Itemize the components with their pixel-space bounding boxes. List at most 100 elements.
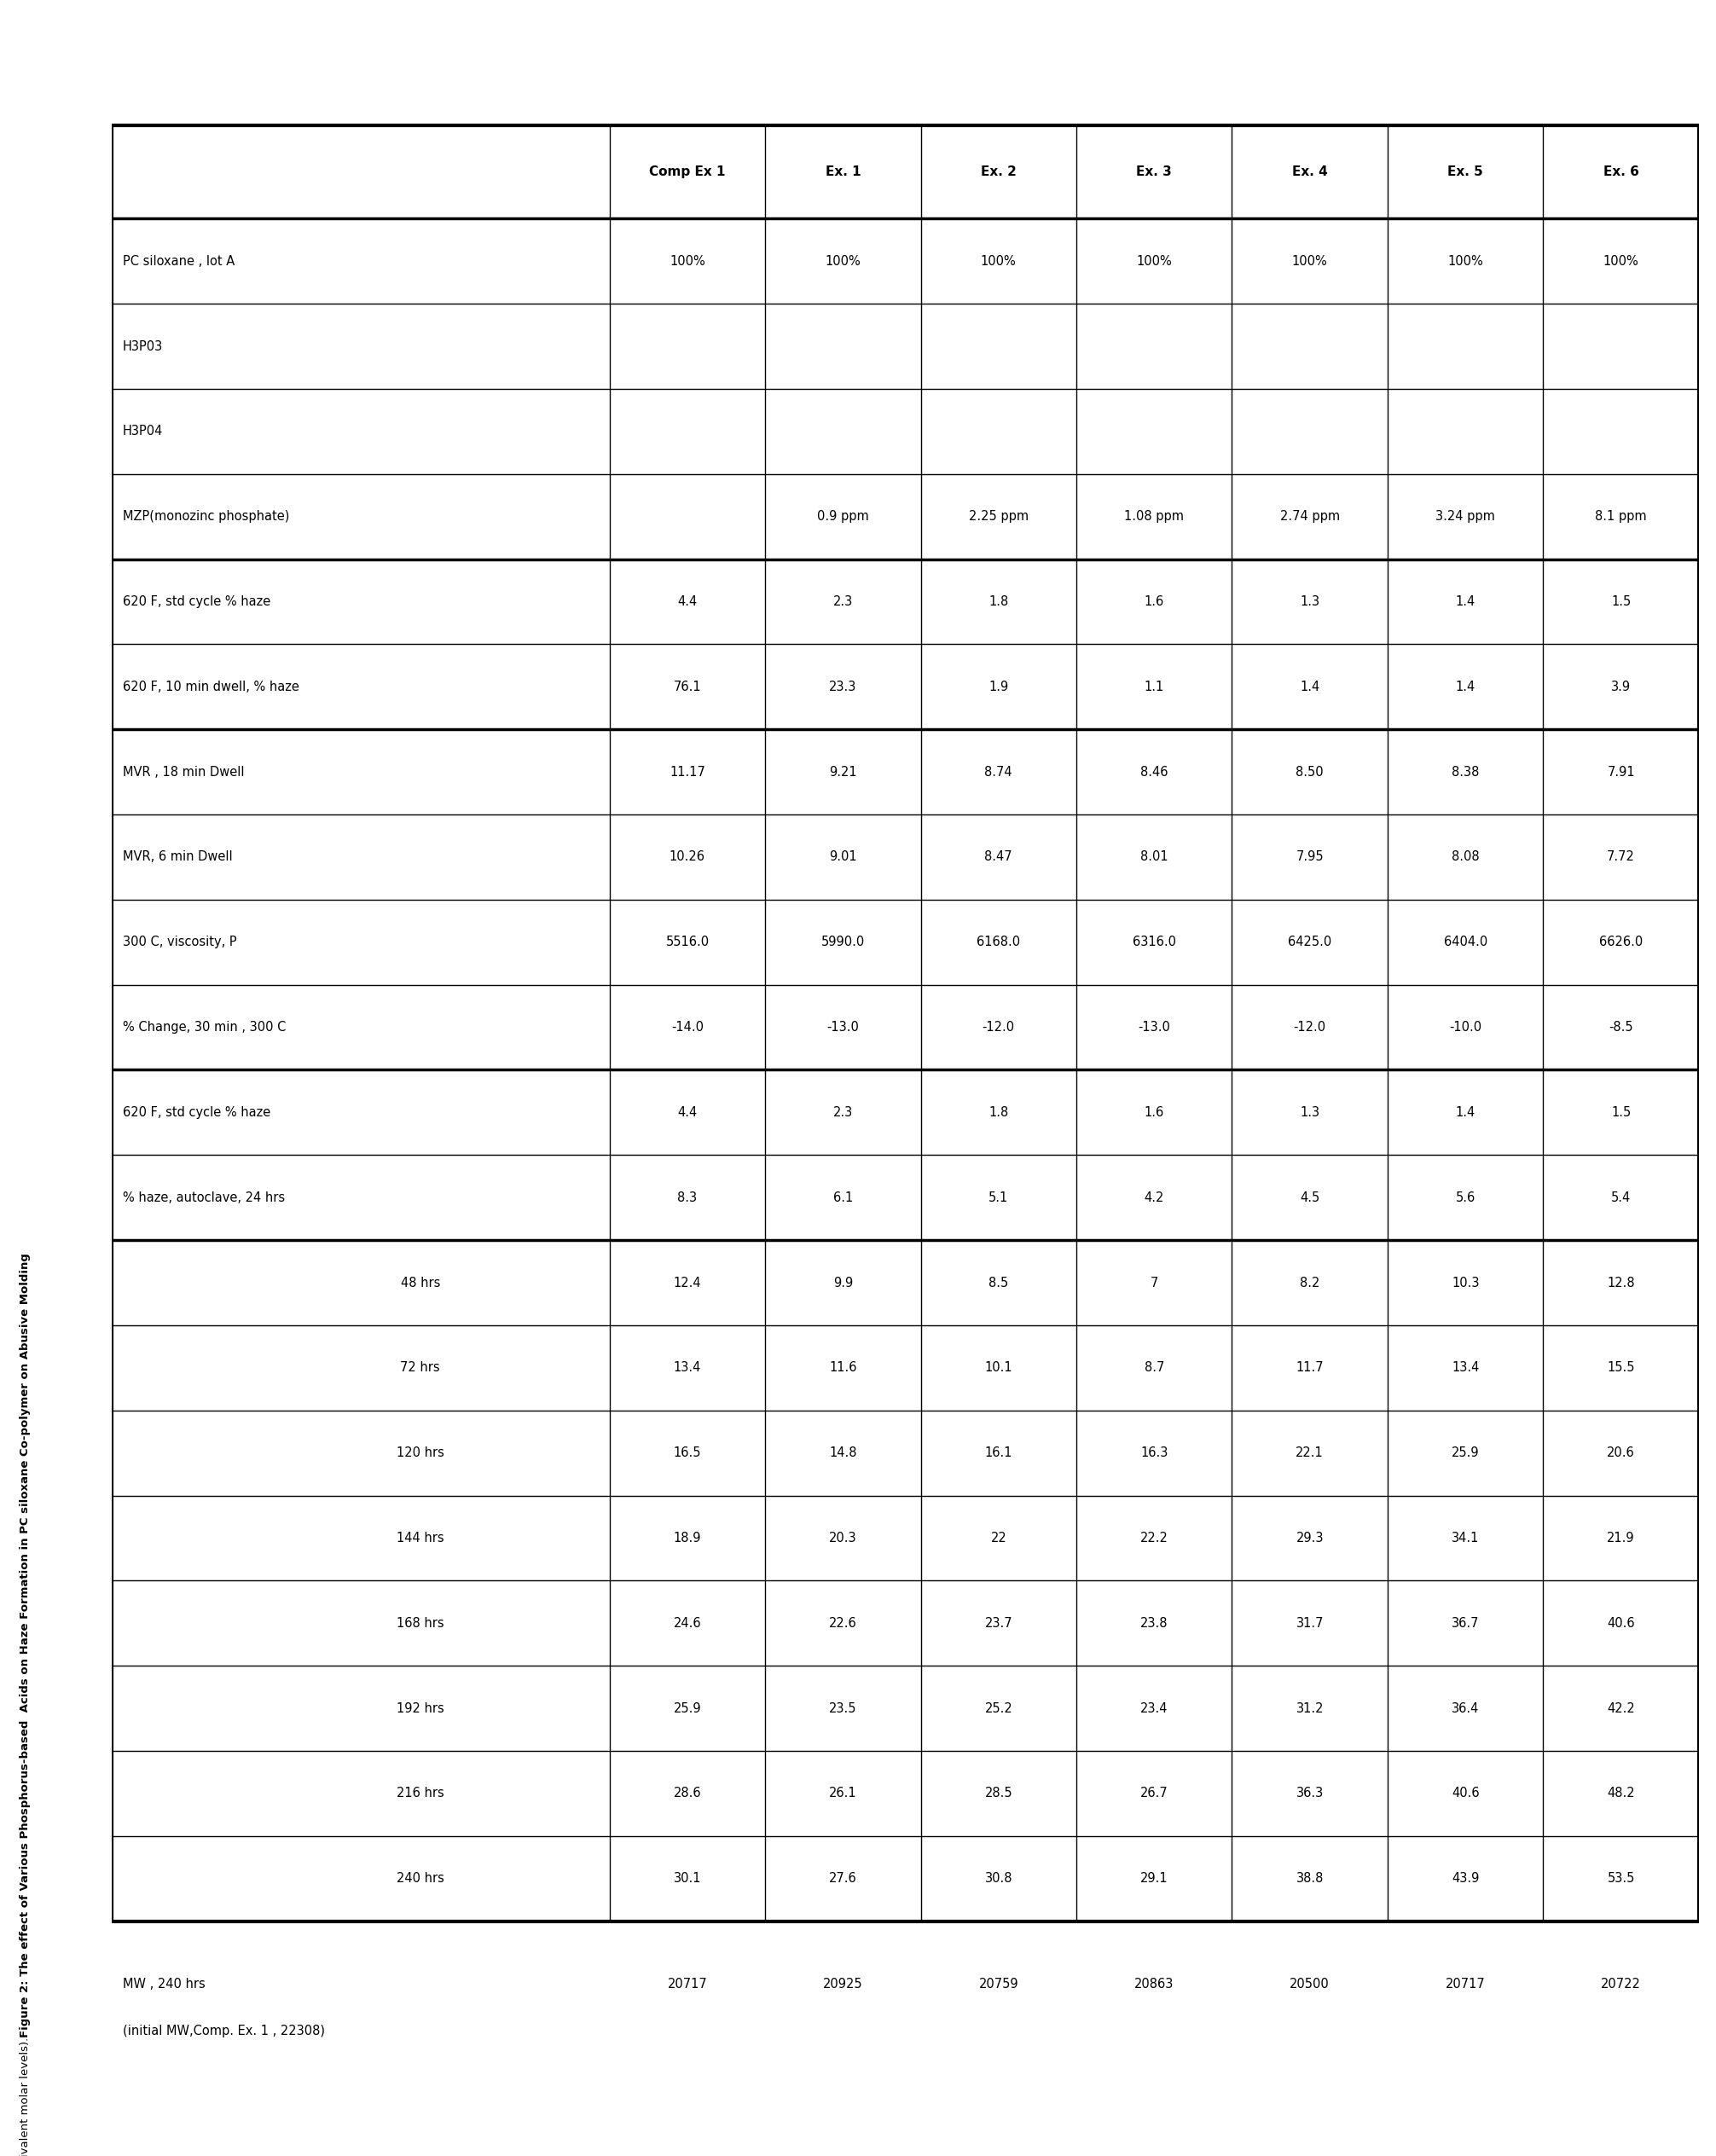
Text: 38.8: 38.8 <box>1296 1871 1323 1884</box>
Text: 100%: 100% <box>1448 254 1483 267</box>
Text: 100%: 100% <box>1292 254 1328 267</box>
Text: 1.4: 1.4 <box>1301 681 1320 694</box>
Text: 20500: 20500 <box>1290 1977 1330 1990</box>
Text: 24.6: 24.6 <box>673 1617 702 1630</box>
Text: 1.9: 1.9 <box>988 681 1009 694</box>
Text: 4.4: 4.4 <box>678 1106 697 1119</box>
Text: 16.1: 16.1 <box>985 1447 1012 1460</box>
Text: 23.4: 23.4 <box>1141 1701 1169 1714</box>
Text: 216 hrs: 216 hrs <box>396 1787 444 1800</box>
Text: 1.8: 1.8 <box>988 1106 1009 1119</box>
Text: 29.1: 29.1 <box>1139 1871 1169 1884</box>
Text: 9.21: 9.21 <box>829 765 856 778</box>
Text: 8.7: 8.7 <box>1145 1360 1163 1373</box>
Text: 120 hrs: 120 hrs <box>396 1447 444 1460</box>
Text: 5516.0: 5516.0 <box>666 936 709 949</box>
Text: 43.9: 43.9 <box>1452 1871 1479 1884</box>
Text: 7.72: 7.72 <box>1606 852 1635 865</box>
Text: 100%: 100% <box>669 254 705 267</box>
Text: 7.91: 7.91 <box>1608 765 1635 778</box>
Text: 12.8: 12.8 <box>1608 1276 1635 1289</box>
Text: 1.3: 1.3 <box>1301 1106 1320 1119</box>
Text: 8.38: 8.38 <box>1452 765 1479 778</box>
Text: 1.8: 1.8 <box>988 595 1009 608</box>
Bar <box>112 125 1699 1921</box>
Text: 620 F, std cycle % haze: 620 F, std cycle % haze <box>122 595 271 608</box>
Text: 11.6: 11.6 <box>829 1360 856 1373</box>
Text: 8.08: 8.08 <box>1452 852 1479 865</box>
Text: 300 C, viscosity, P: 300 C, viscosity, P <box>122 936 237 949</box>
Text: PC siloxane , lot A: PC siloxane , lot A <box>122 254 235 267</box>
Text: 2.25 ppm: 2.25 ppm <box>968 511 1028 524</box>
Text: 12.4: 12.4 <box>673 1276 702 1289</box>
Text: 48 hrs: 48 hrs <box>400 1276 439 1289</box>
Text: Ex. 5: Ex. 5 <box>1448 166 1483 179</box>
Text: Ex. 2: Ex. 2 <box>982 166 1016 179</box>
Text: 20717: 20717 <box>668 1977 707 1990</box>
Text: Ex. 3: Ex. 3 <box>1136 166 1172 179</box>
Text: 20722: 20722 <box>1601 1977 1640 1990</box>
Text: 11.7: 11.7 <box>1296 1360 1323 1373</box>
Text: 25.9: 25.9 <box>673 1701 702 1714</box>
Text: 20.6: 20.6 <box>1608 1447 1635 1460</box>
Text: 23.8: 23.8 <box>1141 1617 1169 1630</box>
Text: -12.0: -12.0 <box>1294 1022 1326 1033</box>
Text: 8.50: 8.50 <box>1296 765 1323 778</box>
Text: 4.2: 4.2 <box>1145 1190 1163 1203</box>
Text: 23.5: 23.5 <box>829 1701 856 1714</box>
Text: 25.2: 25.2 <box>985 1701 1012 1714</box>
Text: 7.95: 7.95 <box>1296 852 1323 865</box>
Text: 9.9: 9.9 <box>832 1276 853 1289</box>
Text: 2.74 ppm: 2.74 ppm <box>1280 511 1340 524</box>
Text: 1.6: 1.6 <box>1145 1106 1163 1119</box>
Text: 20717: 20717 <box>1445 1977 1486 1990</box>
Text: 34.1: 34.1 <box>1452 1531 1479 1544</box>
Text: 1.4: 1.4 <box>1455 681 1476 694</box>
Text: 25.9: 25.9 <box>1452 1447 1479 1460</box>
Text: 20.3: 20.3 <box>829 1531 856 1544</box>
Text: 14.8: 14.8 <box>829 1447 856 1460</box>
Text: 100%: 100% <box>1603 254 1639 267</box>
Text: 168 hrs: 168 hrs <box>396 1617 444 1630</box>
Text: 72 hrs: 72 hrs <box>400 1360 441 1373</box>
Text: H3P04: H3P04 <box>122 425 163 438</box>
Text: 1.1: 1.1 <box>1145 681 1163 694</box>
Text: 31.7: 31.7 <box>1296 1617 1323 1630</box>
Text: 620 F, 10 min dwell, % haze: 620 F, 10 min dwell, % haze <box>122 681 299 694</box>
Text: 10.1: 10.1 <box>985 1360 1012 1373</box>
Text: 1.3: 1.3 <box>1301 595 1320 608</box>
Text: -8.5: -8.5 <box>1610 1022 1634 1033</box>
Text: 100%: 100% <box>982 254 1016 267</box>
Text: Ex. 4: Ex. 4 <box>1292 166 1328 179</box>
Text: 53.5: 53.5 <box>1608 1871 1635 1884</box>
Text: 240 hrs: 240 hrs <box>396 1871 444 1884</box>
Text: 8.2: 8.2 <box>1299 1276 1320 1289</box>
Text: 620 F, std cycle % haze: 620 F, std cycle % haze <box>122 1106 271 1119</box>
Text: 8.3: 8.3 <box>678 1190 697 1203</box>
Text: 6168.0: 6168.0 <box>976 936 1021 949</box>
Text: 42.2: 42.2 <box>1608 1701 1635 1714</box>
Text: 4.5: 4.5 <box>1301 1190 1320 1203</box>
Text: 28.6: 28.6 <box>673 1787 702 1800</box>
Text: 27.6: 27.6 <box>829 1871 856 1884</box>
Text: 1.5: 1.5 <box>1611 595 1630 608</box>
Text: 5.6: 5.6 <box>1455 1190 1476 1203</box>
Text: MW , 240 hrs: MW , 240 hrs <box>122 1977 206 1990</box>
Text: H3P03: H3P03 <box>122 341 163 354</box>
Text: 36.7: 36.7 <box>1452 1617 1479 1630</box>
Text: 26.1: 26.1 <box>829 1787 856 1800</box>
Text: 20925: 20925 <box>824 1977 863 1990</box>
Text: 8.5: 8.5 <box>988 1276 1009 1289</box>
Text: 13.4: 13.4 <box>673 1360 702 1373</box>
Text: Figure 2: The effect of Various Phosphorus-based  Acids on Haze Formation in PC : Figure 2: The effect of Various Phosphor… <box>21 1253 31 2037</box>
Text: 1.4: 1.4 <box>1455 595 1476 608</box>
Text: 40.6: 40.6 <box>1608 1617 1635 1630</box>
Text: 3.24 ppm: 3.24 ppm <box>1436 511 1495 524</box>
Text: 36.3: 36.3 <box>1296 1787 1323 1800</box>
Text: (initial MW,Comp. Ex. 1 , 22308): (initial MW,Comp. Ex. 1 , 22308) <box>122 2024 324 2037</box>
Text: 6626.0: 6626.0 <box>1599 936 1642 949</box>
Text: 15.5: 15.5 <box>1608 1360 1635 1373</box>
Text: 16.3: 16.3 <box>1141 1447 1169 1460</box>
Text: MVR, 6 min Dwell: MVR, 6 min Dwell <box>122 852 232 865</box>
Text: -12.0: -12.0 <box>982 1022 1014 1033</box>
